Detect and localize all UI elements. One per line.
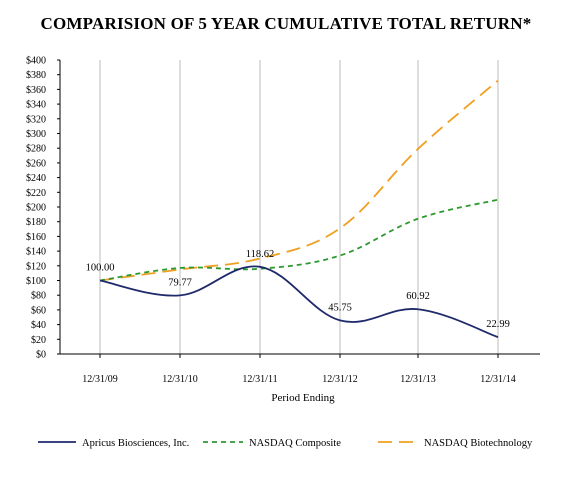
y-tick-label: $280 <box>26 144 46 155</box>
data-labels: 100.00 79.77 118.62 45.75 60.92 22.99 <box>86 249 510 330</box>
y-tick-label: $340 <box>26 100 46 111</box>
series-line-2 <box>99 79 499 282</box>
data-label: 22.99 <box>486 319 510 330</box>
x-tick-label: 12/31/13 <box>400 374 436 385</box>
y-tick-label: $0 <box>36 350 46 361</box>
x-tick-label: 12/31/10 <box>162 374 198 385</box>
y-tick-label: $140 <box>26 247 46 258</box>
data-label: 45.75 <box>328 302 352 313</box>
y-tick-label: $400 <box>26 56 46 67</box>
data-label: 100.00 <box>86 263 115 274</box>
x-tick-label: 12/31/12 <box>322 374 358 385</box>
y-tick-label: $240 <box>26 173 46 184</box>
data-label: 79.77 <box>168 277 192 288</box>
legend-label: NASDAQ Biotechnology <box>424 438 533 449</box>
y-tick-label: $180 <box>26 217 46 228</box>
chart-title: COMPARISION OF 5 YEAR CUMULATIVE TOTAL R… <box>40 14 532 33</box>
y-tick-label: $300 <box>26 129 46 140</box>
x-axis: 12/31/09 12/31/10 12/31/11 12/31/12 12/31/13… <box>60 353 540 385</box>
y-tick-label: $60 <box>31 305 46 316</box>
y-axis: $0 $20 $40 $60 $80 $100 $120 $140 $160 $180 $200 $2… <box>26 56 61 361</box>
vertical-gridlines <box>99 60 499 354</box>
series-lines <box>99 79 499 338</box>
legend: Apricus Biosciences, Inc. NASDAQ Composit… <box>38 438 533 449</box>
series-line-1 <box>99 198 499 282</box>
y-tick-label: $320 <box>26 114 46 125</box>
y-tick-label: $380 <box>26 70 46 81</box>
y-tick-label: $120 <box>26 261 46 272</box>
x-tick-label: 12/31/09 <box>82 374 118 385</box>
y-tick-label: $40 <box>31 320 46 331</box>
y-tick-label: $160 <box>26 232 46 243</box>
y-tick-label: $20 <box>31 335 46 346</box>
y-tick-label: $80 <box>31 291 46 302</box>
y-tick-label: $220 <box>26 188 46 199</box>
x-tick-label: 12/31/11 <box>242 374 277 385</box>
legend-label: NASDAQ Composite <box>249 438 341 449</box>
series-line-0 <box>99 265 499 338</box>
data-label: 118.62 <box>246 249 275 260</box>
x-axis-label: Period Ending <box>271 392 335 404</box>
y-tick-label: $100 <box>26 276 46 287</box>
data-label: 60.92 <box>406 291 430 302</box>
x-tick-label: 12/31/14 <box>480 374 516 385</box>
y-tick-label: $360 <box>26 85 46 96</box>
legend-label: Apricus Biosciences, Inc. <box>82 438 189 449</box>
y-tick-label: $260 <box>26 158 46 169</box>
y-tick-label: $200 <box>26 203 46 214</box>
